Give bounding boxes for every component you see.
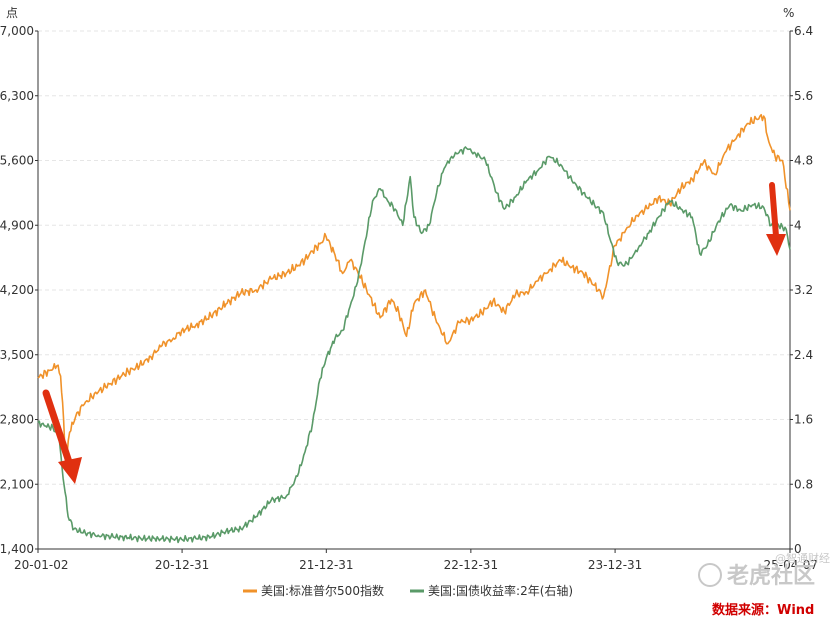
right-tick-label: 2.4 (794, 348, 813, 362)
right-tick-label: 4 (794, 218, 802, 232)
watermark-logo-icon (698, 563, 722, 587)
series-line-right (37, 146, 791, 544)
axes: 1,400 2,100 2,800 3,500 4,200 4,900 5,600 6,300… (0, 6, 818, 572)
down-arrow-left-icon (42, 389, 82, 484)
left-tick-label: 2,100 (0, 477, 34, 491)
right-tick-label: 4.8 (794, 154, 813, 168)
legend-label: 美国:标准普尔500指数 (261, 583, 384, 598)
watermark: 老虎社区 @智通财经 (698, 551, 830, 589)
x-tick-label: 25-04-07 (764, 558, 818, 572)
right-axis-unit: % (783, 6, 794, 20)
right-tick-label: 3.2 (794, 283, 813, 297)
right-tick-label: 0.8 (794, 477, 813, 491)
legend: 美国:标准普尔500指数 美国:国债收益率:2年(右轴) (243, 583, 573, 598)
right-tick-label: 5.6 (794, 89, 813, 103)
left-axis-unit: 点 (6, 6, 18, 20)
series-lines (37, 113, 791, 544)
left-tick-label: 4,900 (0, 218, 34, 232)
left-tick-label: 3,500 (0, 348, 34, 362)
x-tick-label: 20-12-31 (155, 558, 209, 572)
left-tick-label: 2,800 (0, 413, 34, 427)
watermark-main: 老虎社区 (726, 563, 815, 589)
watermark-sub: @智通财经 (775, 551, 830, 565)
legend-label: 美国:国债收益率:2年(右轴) (428, 583, 573, 598)
left-tick-label: 5,600 (0, 154, 34, 168)
grid-lines (38, 30, 790, 485)
left-tick-label: 7,000 (0, 24, 34, 38)
x-tick-label: 23-12-31 (588, 558, 642, 572)
left-tick-label: 6,300 (0, 89, 34, 103)
source-label: 数据来源：Wind (712, 602, 814, 618)
left-tick-label: 1,400 (0, 542, 34, 556)
x-tick-label: 21-12-31 (299, 558, 353, 572)
left-tick-label: 4,200 (0, 283, 34, 297)
x-tick-label: 22-12-31 (444, 558, 498, 572)
series-line-left (37, 113, 791, 467)
x-tick-label: 20-01-02 (14, 558, 68, 572)
right-tick-label: 6.4 (794, 24, 813, 38)
right-tick-label: 0 (794, 542, 802, 556)
annotations (42, 182, 786, 484)
right-tick-label: 1.6 (794, 413, 813, 427)
down-arrow-right-icon (766, 182, 786, 256)
